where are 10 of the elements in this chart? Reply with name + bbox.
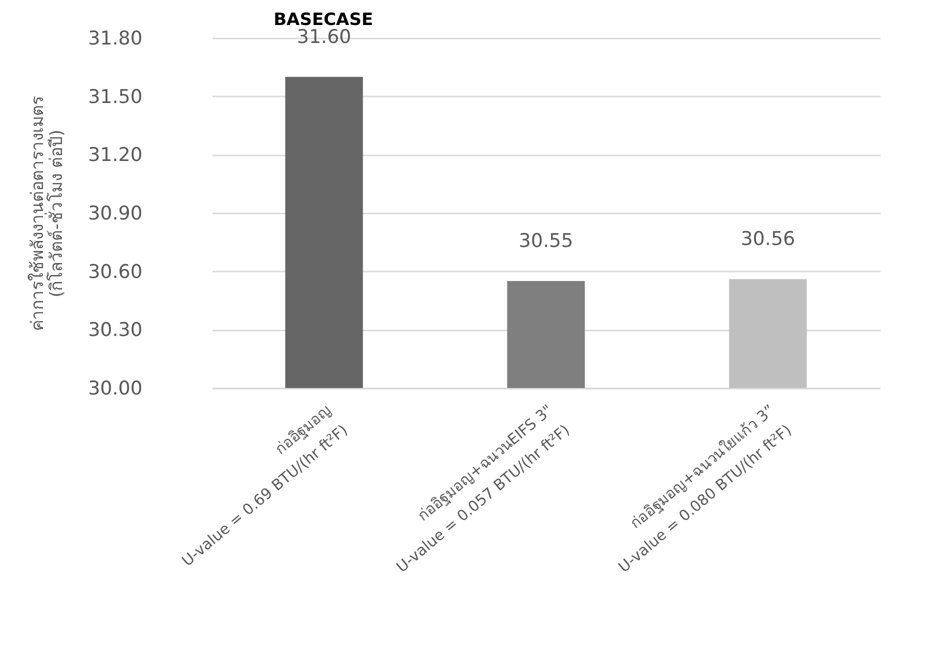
y-tick-label: 31.80 <box>88 28 142 50</box>
y-tick-label: 30.90 <box>88 202 142 224</box>
data-label: 30.55 <box>518 230 574 252</box>
y-tick-label: 31.20 <box>88 144 142 166</box>
y-tick-label: 31.50 <box>88 86 142 108</box>
y-tick-label: 30.30 <box>88 319 142 342</box>
data-label: 30.56 <box>740 228 796 250</box>
y-tick-label: 30.60 <box>88 260 142 283</box>
y-axis-title: ค่าการใช้พลังงานต่อตารางเมตร (กิโลวัตต์-ชั่วโมง ต่อปี) <box>27 96 68 331</box>
y-tick-label: 30.00 <box>88 378 142 400</box>
